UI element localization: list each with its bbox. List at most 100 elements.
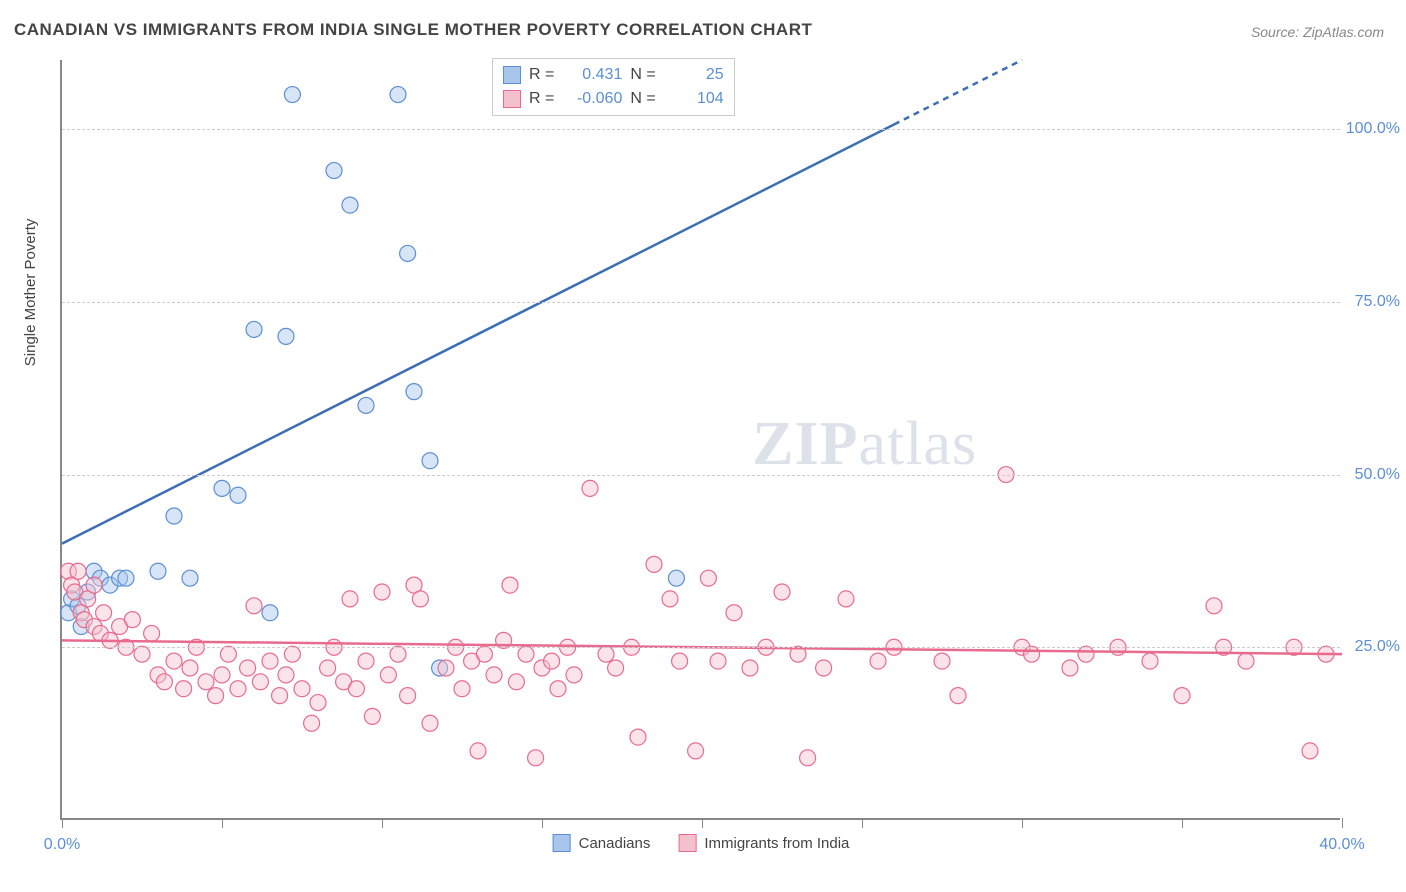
data-point	[608, 660, 624, 676]
data-point	[278, 667, 294, 683]
stats-row-immigrants: R = -0.060 N = 104	[503, 87, 724, 111]
y-axis-label: Single Mother Poverty	[22, 219, 39, 367]
x-tick	[1342, 818, 1343, 828]
y-tick-label: 100.0%	[1346, 120, 1400, 138]
data-point	[438, 660, 454, 676]
data-point	[342, 591, 358, 607]
data-point	[598, 646, 614, 662]
swatch-immigrants-bottom	[678, 834, 696, 852]
data-point	[150, 563, 166, 579]
data-point	[294, 681, 310, 697]
data-point	[544, 653, 560, 669]
data-point	[374, 584, 390, 600]
n-value-canadians: 25	[664, 66, 724, 84]
data-point	[700, 570, 716, 586]
data-point	[630, 729, 646, 745]
data-point	[400, 245, 416, 261]
plot-area: R = 0.431 N = 25 R = -0.060 N = 104 ZIPa…	[60, 60, 1340, 820]
data-point	[240, 660, 256, 676]
data-point	[726, 605, 742, 621]
data-point	[156, 674, 172, 690]
trend-line-dashed	[894, 60, 1022, 124]
data-point	[214, 480, 230, 496]
data-point	[220, 646, 236, 662]
data-point	[412, 591, 428, 607]
data-point	[118, 570, 134, 586]
data-point	[454, 681, 470, 697]
trend-line	[62, 124, 894, 543]
data-point	[272, 688, 288, 704]
data-point	[1206, 598, 1222, 614]
data-point	[800, 750, 816, 766]
swatch-canadians-bottom	[553, 834, 571, 852]
legend-item-canadians: Canadians	[553, 834, 651, 852]
n-label: N =	[630, 66, 655, 84]
data-point	[816, 660, 832, 676]
data-point	[86, 577, 102, 593]
swatch-immigrants	[503, 90, 521, 108]
data-point	[950, 688, 966, 704]
data-point	[182, 660, 198, 676]
y-tick-label: 25.0%	[1355, 638, 1400, 656]
x-tick	[1022, 818, 1023, 828]
data-point	[310, 695, 326, 711]
data-point	[1024, 646, 1040, 662]
data-point	[252, 674, 268, 690]
data-point	[566, 667, 582, 683]
data-point	[134, 646, 150, 662]
legend-label-immigrants: Immigrants from India	[704, 835, 849, 852]
data-point	[870, 653, 886, 669]
x-tick-label: 0.0%	[44, 836, 80, 854]
x-tick	[382, 818, 383, 828]
data-point	[582, 480, 598, 496]
data-point	[144, 625, 160, 641]
data-point	[406, 384, 422, 400]
x-tick	[1182, 818, 1183, 828]
data-point	[508, 674, 524, 690]
data-point	[668, 570, 684, 586]
data-point	[422, 715, 438, 731]
gridline	[62, 475, 1340, 476]
n-value-immigrants: 104	[664, 90, 724, 108]
data-point	[208, 688, 224, 704]
data-point	[470, 743, 486, 759]
stats-row-canadians: R = 0.431 N = 25	[503, 63, 724, 87]
data-point	[364, 708, 380, 724]
data-point	[358, 653, 374, 669]
data-point	[742, 660, 758, 676]
data-point	[390, 87, 406, 103]
x-tick	[862, 818, 863, 828]
r-label: R =	[529, 90, 554, 108]
data-point	[1078, 646, 1094, 662]
data-point	[182, 570, 198, 586]
r-value-canadians: 0.431	[562, 66, 622, 84]
data-point	[342, 197, 358, 213]
data-point	[278, 328, 294, 344]
data-point	[1062, 660, 1078, 676]
data-point	[550, 681, 566, 697]
stats-legend: R = 0.431 N = 25 R = -0.060 N = 104	[492, 58, 735, 116]
data-point	[230, 681, 246, 697]
chart-container: CANADIAN VS IMMIGRANTS FROM INDIA SINGLE…	[0, 0, 1406, 892]
data-point	[528, 750, 544, 766]
data-point	[476, 646, 492, 662]
data-point	[262, 605, 278, 621]
data-point	[284, 87, 300, 103]
data-point	[246, 321, 262, 337]
source-attribution: Source: ZipAtlas.com	[1251, 24, 1384, 40]
y-tick-label: 50.0%	[1355, 466, 1400, 484]
data-point	[1174, 688, 1190, 704]
data-point	[246, 598, 262, 614]
data-point	[262, 653, 278, 669]
x-tick	[222, 818, 223, 828]
bottom-legend: Canadians Immigrants from India	[553, 834, 850, 852]
data-point	[710, 653, 726, 669]
data-point	[166, 508, 182, 524]
gridline	[62, 302, 1340, 303]
chart-title: CANADIAN VS IMMIGRANTS FROM INDIA SINGLE…	[14, 20, 812, 40]
data-point	[1238, 653, 1254, 669]
gridline	[62, 129, 1340, 130]
plot-svg	[62, 60, 1340, 818]
data-point	[358, 397, 374, 413]
x-tick	[62, 818, 63, 828]
